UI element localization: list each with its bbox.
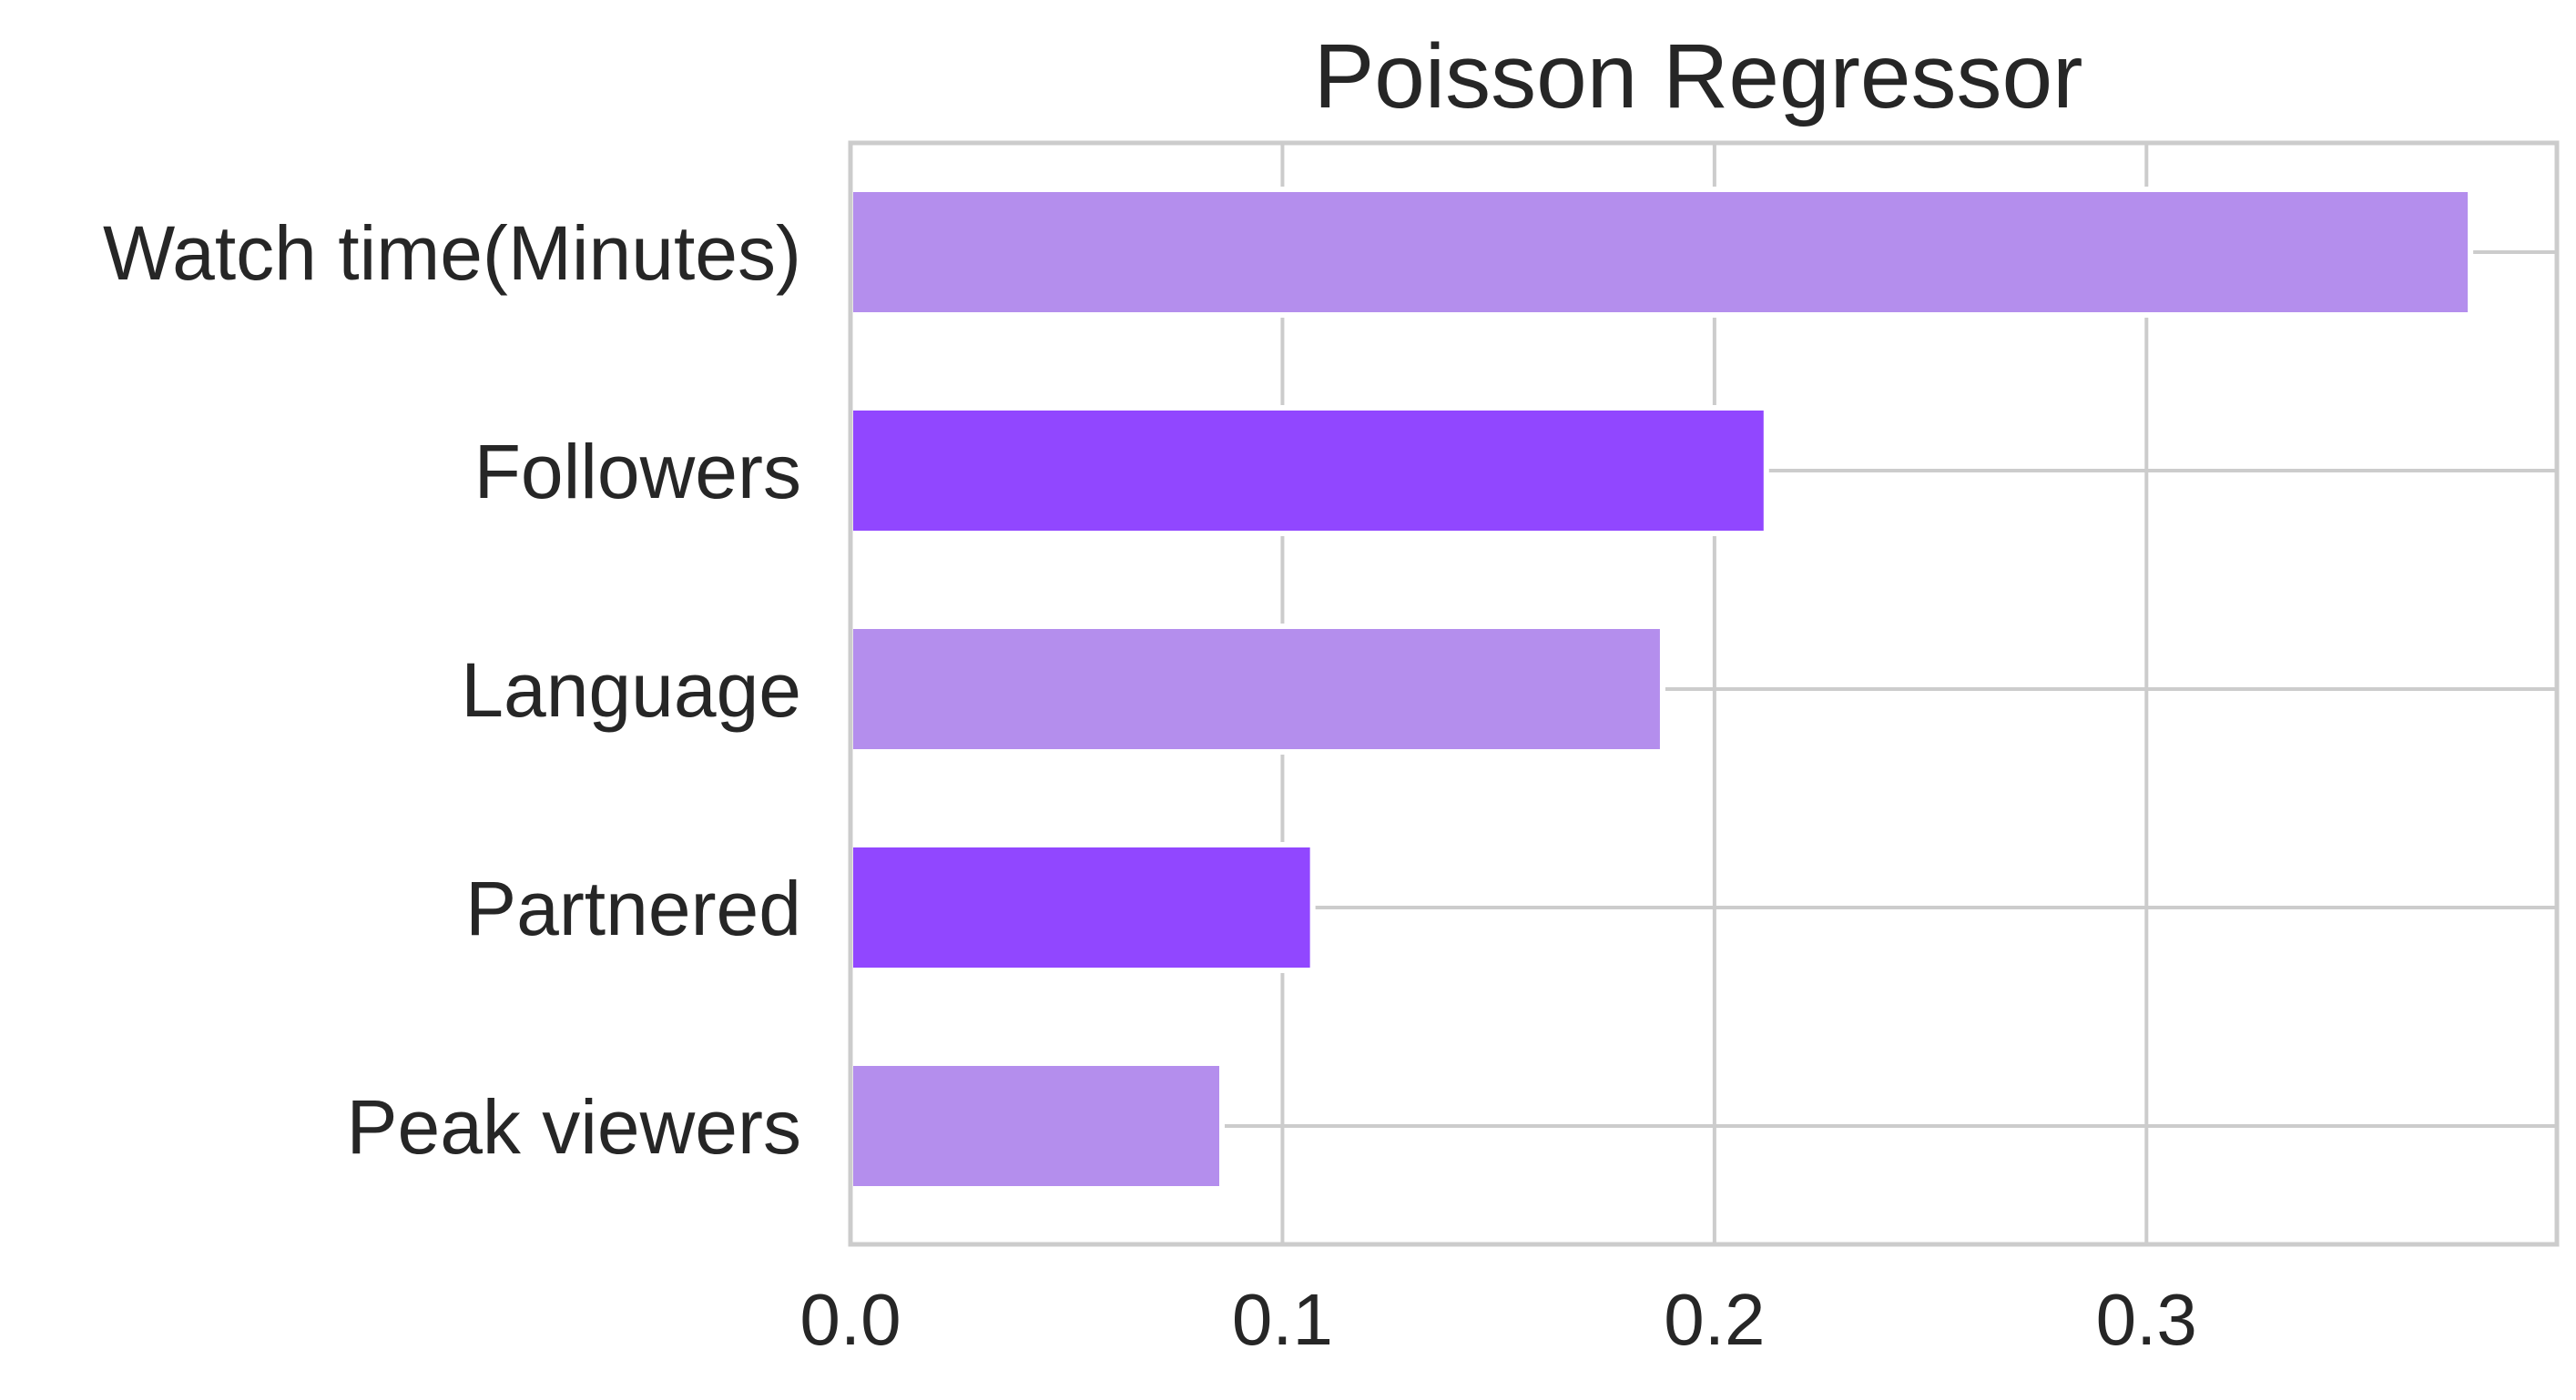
plot-frame (848, 140, 2560, 1247)
bar-1 (848, 405, 1769, 536)
bar-0 (848, 187, 2474, 318)
category-label-3: Partnered (465, 866, 801, 951)
chart-title: Poisson Regressor (1314, 25, 2083, 127)
x-tick-labels: 0.0 0.1 0.2 0.3 (799, 1279, 2197, 1360)
category-label-4: Peak viewers (346, 1084, 801, 1170)
bars (848, 187, 2474, 1192)
bar-3 (848, 842, 1316, 973)
category-labels: Watch time(Minutes) Followers Language Part… (103, 210, 801, 1170)
category-label-0: Watch time(Minutes) (103, 210, 801, 296)
x-tick-label-2: 0.2 (1664, 1279, 1765, 1360)
x-tick-label-0: 0.0 (799, 1279, 901, 1360)
x-tick-label-1: 0.1 (1232, 1279, 1333, 1360)
category-label-2: Language (461, 647, 801, 733)
bar-2 (848, 624, 1665, 755)
x-tick-label-3: 0.3 (2096, 1279, 2197, 1360)
plot-border (848, 140, 2560, 1247)
bar-4 (848, 1060, 1226, 1192)
category-label-1: Followers (474, 429, 801, 514)
